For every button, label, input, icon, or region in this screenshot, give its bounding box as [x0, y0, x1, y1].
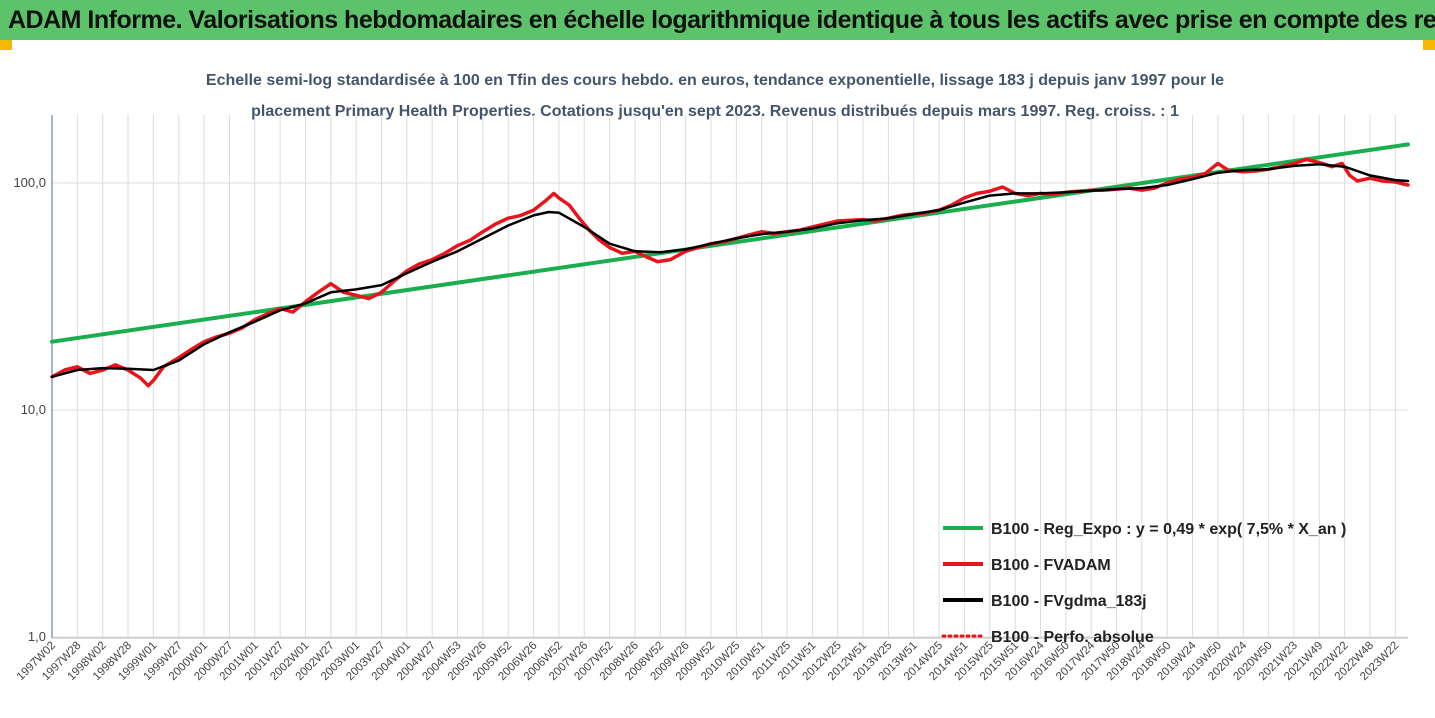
legend: B100 - Reg_Expo : y = 0,49 * exp( 7,5% *…: [941, 521, 1346, 646]
legend-label: B100 - Perfo. absolue: [991, 629, 1154, 646]
chart-title-line-1: Echelle semi-log standardisée à 100 en T…: [205, 72, 1225, 89]
grid-lines: [51, 115, 1408, 638]
series-line-fvadam: [50, 157, 1410, 388]
series-line-fvgdma: [50, 162, 1410, 379]
y-tick-label: 100,0: [13, 175, 46, 190]
legend-label: B100 - Reg_Expo : y = 0,49 * exp( 7,5% *…: [991, 521, 1346, 538]
y-tick-label: 10,0: [21, 402, 46, 417]
banner-title: ADAM Informe. Valorisations hebdomadaire…: [8, 6, 1435, 34]
banner: ADAM Informe. Valorisations hebdomadaire…: [0, 0, 1435, 40]
accent-corner-right: [1423, 40, 1435, 50]
legend-label: B100 - FVgdma_183j: [991, 593, 1147, 610]
y-tick-label: 1,0: [28, 629, 46, 644]
accent-corner-left: [0, 40, 12, 50]
legend-label: B100 - FVADAM: [991, 557, 1111, 574]
